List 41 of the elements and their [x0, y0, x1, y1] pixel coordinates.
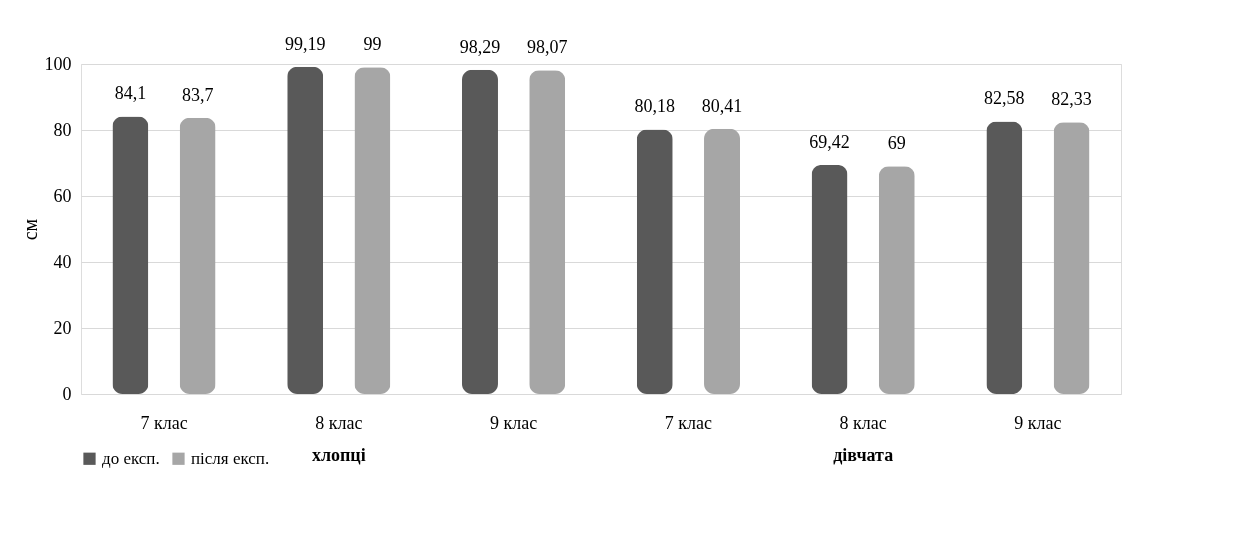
x-tick-label: 8 клас — [839, 412, 887, 433]
data-label: 98,07 — [526, 37, 568, 58]
data-label: 99,19 — [284, 33, 326, 54]
legend-label: до експ. — [102, 448, 160, 468]
data-label: 82,58 — [984, 88, 1025, 109]
y-tick-label: 60 — [53, 185, 72, 206]
data-label: 80,18 — [634, 96, 676, 117]
y-tick-label: 80 — [53, 119, 72, 140]
x-tick-label: 9 клас — [1014, 412, 1062, 433]
data-label: 98,29 — [459, 36, 501, 57]
x-tick-label: 7 клас — [664, 412, 712, 433]
bar — [636, 129, 673, 394]
bar — [878, 166, 915, 394]
text: дівчата — [833, 445, 894, 465]
bar — [354, 67, 391, 394]
bar — [986, 121, 1023, 394]
data-label: 80,41 — [701, 95, 743, 116]
y-axis-title: см — [18, 218, 41, 241]
x-tick-label: 7 клас — [140, 412, 188, 433]
bar — [704, 128, 741, 394]
bar — [287, 66, 324, 394]
legend-label: після експ. — [191, 448, 270, 468]
y-tick-label: 0 — [62, 383, 72, 404]
y-tick-label: 20 — [53, 317, 72, 338]
y-tick-label: 40 — [53, 251, 72, 272]
bar — [461, 69, 498, 394]
x-tick-label: 9 клас — [490, 412, 538, 433]
data-label: 69,42 — [809, 131, 850, 152]
data-label: 84,1 — [114, 83, 147, 104]
bar — [811, 164, 848, 394]
bar — [529, 70, 566, 394]
bar — [179, 117, 216, 394]
data-label: 82,33 — [1051, 89, 1092, 110]
x-tick-label: 8 клас — [315, 412, 363, 433]
data-label: 99 — [363, 34, 382, 55]
text: хлопці — [311, 445, 366, 465]
bar — [1053, 122, 1090, 394]
data-label: 69 — [887, 133, 906, 154]
y-tick-label: 100 — [44, 53, 72, 74]
bar — [112, 116, 149, 394]
data-label: 83,7 — [181, 84, 214, 105]
